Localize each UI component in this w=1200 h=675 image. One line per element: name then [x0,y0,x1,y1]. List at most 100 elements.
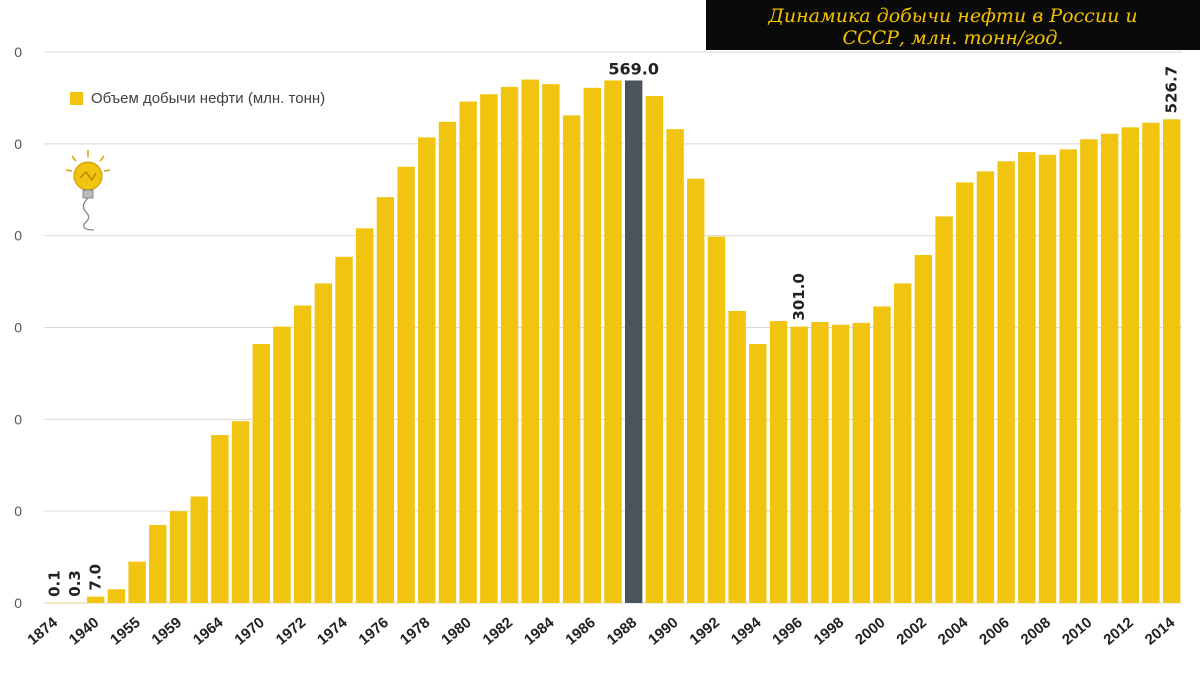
x-tick-label: 1984 [521,614,558,649]
bar-1971 [273,326,291,603]
bar-1995 [769,321,788,603]
bar-1993 [728,310,746,603]
bar-2001 [893,283,912,603]
bar-1989 [645,96,664,603]
bar-2005 [976,171,995,603]
y-tick-label: 0 [14,320,22,336]
y-axis-ticks: 0 0 0 0 0 0 0 [14,44,22,611]
bar-2002 [914,254,933,603]
x-tick-label: 2002 [893,614,929,648]
bar-1994 [749,344,767,603]
bar-1997 [811,321,829,603]
bar-2000 [873,306,891,603]
bar-1975 [356,228,374,603]
x-tick-label: 1955 [107,614,143,648]
bar-2013 [1142,122,1160,603]
bar-1972 [293,305,312,603]
x-tick-label: 1986 [562,614,598,648]
x-tick-label: 1980 [438,614,474,648]
bar-1981 [480,94,498,603]
legend-label: Объем добычи нефти (млн. тонн) [91,90,326,107]
x-tick-label: 1990 [645,614,681,648]
x-tick-label: 1972 [273,614,309,648]
x-tick-label: 2004 [935,614,972,649]
bar-1950 [107,589,126,603]
x-tick-label: 2008 [1018,614,1054,648]
legend-swatch [70,92,83,105]
chart-title-line-1: Динамика добычи нефти в России и [768,5,1138,27]
bar-1970 [252,344,270,603]
x-tick-label: 1974 [314,614,351,649]
bar-1960 [190,496,208,603]
bar-1996 [790,326,808,603]
x-tick-label: 2006 [976,614,1012,648]
data-label: 526.7 [1163,66,1181,113]
y-tick-label: 0 [14,503,22,519]
x-tick-label: 1978 [397,614,433,648]
data-label: 569.0 [608,59,659,78]
chart-title: Динамика добычи нефти в России и СССР, м… [706,0,1200,50]
bar-1978 [418,137,436,603]
bar-1990 [666,129,684,603]
bar-1973 [314,283,333,603]
y-tick-label: 0 [14,44,22,60]
bar-2003 [935,216,953,604]
bar-1988 [625,80,643,604]
x-tick-label: 1964 [190,614,227,649]
bar-2014 [1162,119,1181,603]
bar-1974 [335,256,353,603]
bar-1985 [562,115,581,604]
chart-title-line-2: СССР, млн. тонн/год. [842,27,1064,49]
bar-2010 [1080,139,1098,603]
bar-2012 [1121,127,1139,603]
bar-2011 [1100,133,1119,603]
y-tick-label: 0 [14,228,22,244]
x-tick-label: 1976 [355,614,391,648]
x-tick-label: 1994 [728,614,765,649]
data-labels: 0.1 0.3 7.0 569.0 301.0 526.7 [45,59,1180,596]
x-tick-label: 1982 [480,614,516,648]
bar-1958 [149,524,167,603]
data-label: 0.1 [45,570,63,597]
bar-1938 [66,602,84,604]
x-tick-label: 2000 [852,614,888,648]
bar-1977 [397,166,415,603]
bars [45,79,1181,604]
bar-1992 [707,236,726,603]
bar-2006 [997,161,1015,603]
bar-1874 [45,602,64,604]
lightbulb-icon [65,150,111,231]
x-tick-label: 1998 [811,614,847,648]
bar-1955 [128,561,146,603]
bar-1980 [459,101,477,603]
bar-2004 [956,182,974,604]
y-tick-label: 0 [14,411,22,427]
x-tick-label: 2014 [1142,614,1179,649]
x-tick-label: 2012 [1100,614,1136,648]
x-tick-label: 1988 [604,614,640,648]
x-tick-label: 1874 [24,614,61,649]
bar-2008 [1038,154,1057,603]
bar-1983 [521,79,539,604]
legend: Объем добычи нефти (млн. тонн) [70,90,325,107]
x-tick-label: 1959 [149,614,185,648]
bar-1984 [542,84,560,604]
x-tick-label: 1996 [769,614,805,648]
bar-1959 [169,511,188,603]
data-label: 0.3 [66,570,84,597]
x-tick-label: 1940 [66,614,102,648]
x-tick-label: 2010 [1059,614,1095,648]
x-axis-ticks: 1874 1940 1955 1959 1964 1970 1972 1974 1976 1978… [24,614,1178,649]
x-tick-label: 1970 [231,614,267,648]
bar-1998 [831,324,850,603]
bar-1976 [376,197,395,603]
bar-1999 [852,322,870,603]
bar-1987 [604,80,622,604]
bar-1964 [211,434,229,603]
bar-1940 [87,596,105,603]
bar-2009 [1059,149,1077,604]
bar-1991 [687,178,705,604]
bar-1986 [583,87,601,603]
bar-1966 [231,421,250,603]
